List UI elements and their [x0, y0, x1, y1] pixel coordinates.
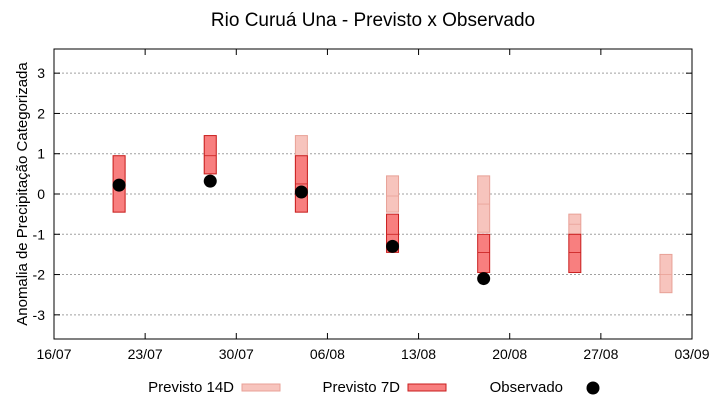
observado-point	[477, 272, 491, 286]
previsto-7d-bar	[203, 135, 217, 175]
legend-previsto-14d-swatch	[241, 383, 281, 392]
x-tick-label: 20/08	[492, 346, 527, 362]
y-tick-label: -2	[33, 267, 46, 283]
x-tick-label: 30/07	[219, 346, 254, 362]
legend-observado-label: Observado	[490, 379, 563, 396]
x-tick-label: 06/08	[310, 346, 345, 362]
legend-previsto-7d-swatch	[407, 383, 447, 392]
legend-previsto-7d: Previsto 7D	[322, 379, 447, 396]
x-tick-label: 03/09	[674, 346, 709, 362]
x-tick-label: 16/07	[36, 346, 71, 362]
y-tick-label: 1	[37, 146, 45, 162]
x-tick-label: 23/07	[128, 346, 163, 362]
legend-previsto-14d: Previsto 14D	[148, 379, 281, 396]
y-tick-label: 2	[37, 105, 45, 121]
y-tick-label: 3	[37, 65, 45, 81]
legend-previsto-14d-label: Previsto 14D	[148, 379, 234, 396]
x-tick-label: 13/08	[401, 346, 436, 362]
axes: -3 -2 -1 0 1 2 3 16/07 23/07 30/07 06/08 13/08 20/08…	[33, 49, 710, 362]
grid	[54, 72, 692, 316]
x-tick-label: 27/08	[583, 346, 618, 362]
observado-point	[203, 174, 217, 188]
chart-title: Rio Curuá Una - Previsto x Observado	[211, 10, 535, 31]
previsto-14d-bar	[386, 175, 400, 213]
observado-point	[112, 178, 126, 192]
legend-observado: Observado	[490, 379, 600, 396]
bars	[112, 135, 673, 294]
y-tick-label: -3	[33, 307, 46, 323]
previsto-14d-bar	[659, 253, 673, 294]
observado-point	[386, 239, 400, 253]
legend: Previsto 14D Previsto 7D Observado	[148, 379, 600, 396]
legend-previsto-7d-label: Previsto 7D	[322, 379, 400, 396]
observado-point	[294, 185, 308, 199]
legend-observado-swatch	[586, 381, 600, 395]
plot-frame	[53, 48, 693, 340]
previsto-7d-bar	[477, 233, 491, 274]
observed-points	[112, 174, 491, 286]
y-tick-label: -1	[33, 226, 46, 242]
previsto-7d-bar	[568, 233, 582, 274]
y-tick-label: 0	[37, 186, 45, 202]
y-axis-label: Anomalia de Precipitação Categorizada	[14, 62, 31, 326]
